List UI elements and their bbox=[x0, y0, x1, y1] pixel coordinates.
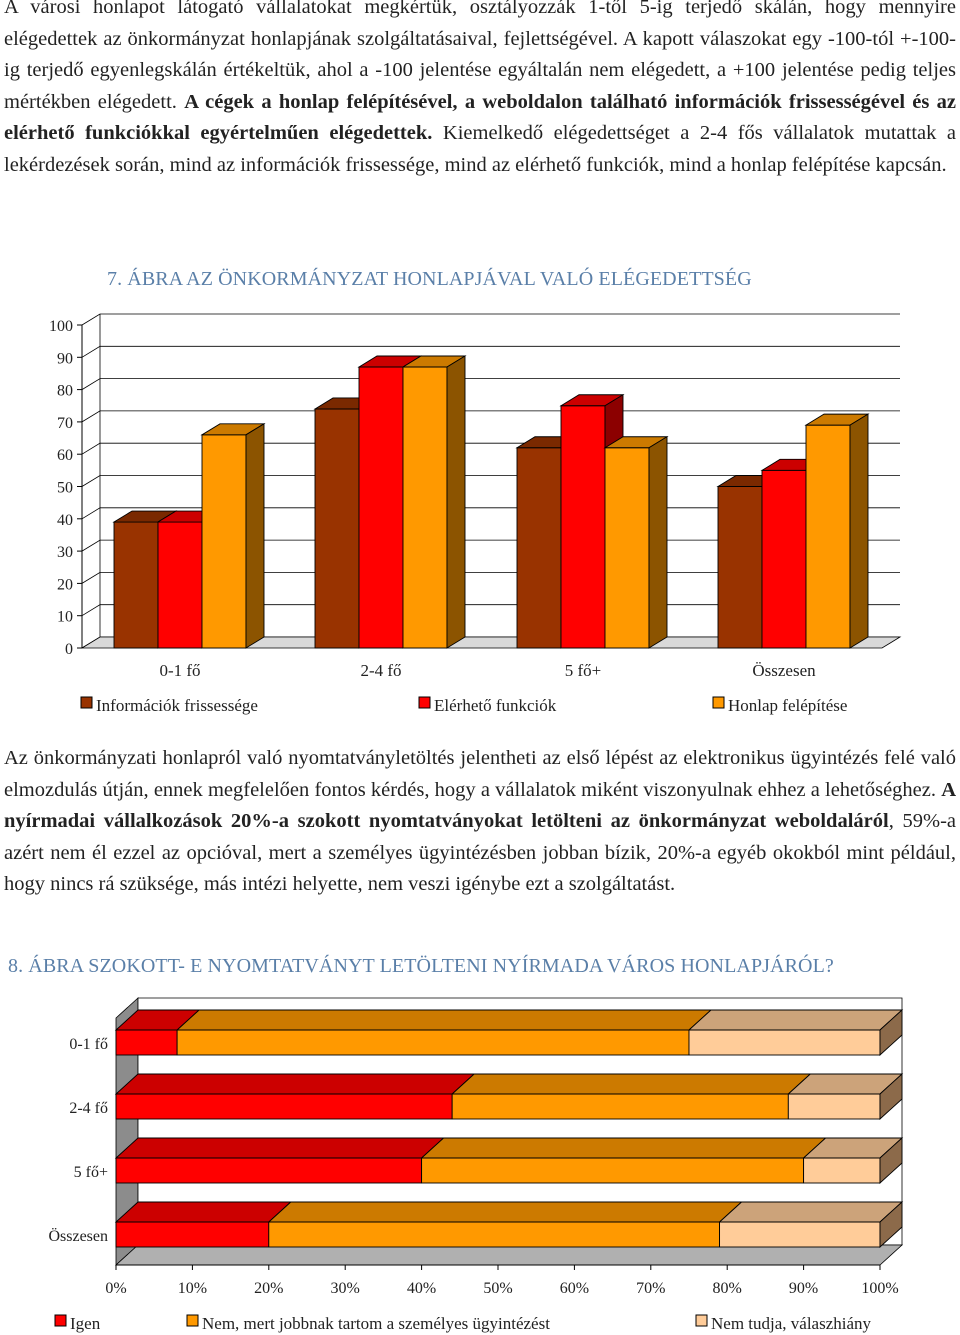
bar-front bbox=[717, 486, 763, 649]
y-tick-label: 70 bbox=[57, 415, 73, 432]
bar-segment bbox=[719, 1221, 881, 1248]
y-tick-label: 5 fő+ bbox=[74, 1164, 108, 1181]
bar-segment bbox=[688, 1029, 881, 1056]
y-tick-label: 0-1 fő bbox=[69, 1036, 108, 1053]
bar-segment-top bbox=[114, 1137, 445, 1159]
bar-front bbox=[402, 366, 448, 649]
bar-segment bbox=[115, 1093, 453, 1120]
legend-swatch bbox=[186, 1314, 199, 1327]
bar-side bbox=[648, 435, 668, 649]
paragraph-rest: , 59%-a azért nem él ezzel az opcióval, … bbox=[4, 810, 956, 895]
x-tick-label: 70% bbox=[636, 1280, 665, 1297]
paragraph-intro: A városi honlapot látogató vállalatokat … bbox=[4, 0, 956, 113]
bar-segment-top bbox=[114, 1073, 476, 1095]
bar-side bbox=[849, 413, 869, 649]
legend-label: Honlap felépítése bbox=[728, 696, 847, 715]
figure8-title: 8. ÁBRA SZOKOTT- E NYOMTATVÁNYT LETÖLTEN… bbox=[8, 955, 834, 977]
x-tick-label: 60% bbox=[560, 1280, 589, 1297]
paragraph-bold: A nyírmadai vállalkozások 20%-a szokott … bbox=[4, 778, 956, 833]
paragraph-download: Az önkormányzati honlapról való nyomtatv… bbox=[4, 743, 956, 901]
x-tick-label: 20% bbox=[254, 1280, 283, 1297]
y-tick-label: Összesen bbox=[48, 1227, 108, 1245]
bar-end bbox=[879, 1008, 903, 1057]
bar-segment-top bbox=[267, 1201, 743, 1223]
bar-front bbox=[560, 405, 606, 649]
x-tick-label: 10% bbox=[178, 1280, 207, 1297]
figure7-title: 7. ÁBRA AZ ÖNKORMÁNYZAT HONLAPJÁVAL VALÓ… bbox=[107, 268, 752, 290]
bar-front bbox=[157, 521, 203, 649]
figure7-chart: 0 10 20 30 40 50 60 70 80 90 100 0-1 fő 2-4 fő 5 fő+ Ö… bbox=[49, 313, 902, 715]
bar-front bbox=[201, 434, 247, 649]
legend-swatch bbox=[54, 1314, 67, 1327]
bar-segment bbox=[115, 1221, 270, 1248]
legend-swatch bbox=[418, 696, 431, 709]
bar-segment bbox=[268, 1221, 721, 1248]
bar-front bbox=[113, 521, 159, 649]
bar-segment-top bbox=[114, 1201, 292, 1223]
legend-swatch bbox=[712, 696, 725, 709]
y-tick-label: 30 bbox=[57, 544, 73, 561]
y-tick-label: 80 bbox=[57, 383, 73, 400]
x-tick-label: 40% bbox=[407, 1280, 436, 1297]
legend-label: Igen bbox=[70, 1314, 101, 1333]
bar-end bbox=[879, 1072, 903, 1121]
bar-segment bbox=[115, 1029, 178, 1056]
bar-front bbox=[604, 447, 650, 649]
bar-segment-top bbox=[175, 1009, 713, 1031]
legend-label: Nem tudja, válaszhiány bbox=[711, 1314, 872, 1333]
legend-swatch bbox=[80, 696, 93, 709]
y-tick-label: 0 bbox=[65, 641, 73, 658]
x-tick-label: 30% bbox=[331, 1280, 360, 1297]
bar-segment bbox=[803, 1157, 881, 1184]
legend-label: Elérhető funkciók bbox=[434, 696, 557, 715]
bar-end bbox=[879, 1136, 903, 1185]
x-tick-label: Összesen bbox=[752, 661, 816, 680]
bar-segment-top bbox=[450, 1073, 812, 1095]
bar-end bbox=[879, 1200, 903, 1249]
bar-segment-top bbox=[687, 1009, 904, 1031]
x-tick-label: 50% bbox=[483, 1280, 512, 1297]
y-tick-label: 90 bbox=[57, 350, 73, 367]
x-tick-label: 100% bbox=[861, 1280, 898, 1297]
bar-front bbox=[805, 424, 851, 649]
chart-floor bbox=[114, 1244, 904, 1266]
y-tick-label: 20 bbox=[57, 576, 73, 593]
paragraph-intro: Az önkormányzati honlapról való nyomtatv… bbox=[4, 747, 956, 801]
bar-side bbox=[446, 355, 466, 649]
bar-segment-top bbox=[420, 1137, 827, 1159]
legend-swatch bbox=[695, 1314, 708, 1327]
paragraph-satisfaction: A városi honlapot látogató vállalatokat … bbox=[4, 0, 956, 181]
bar-side bbox=[245, 423, 265, 649]
paragraph-bold: A cégek a honlap felépítésével, a webold… bbox=[4, 90, 957, 145]
bar-front bbox=[314, 408, 360, 649]
bar-front bbox=[358, 366, 404, 649]
y-tick-label: 100 bbox=[49, 318, 73, 335]
paragraph-rest: Kiemelkedő elégedettséget a 2-4 fős váll… bbox=[4, 122, 957, 176]
x-tick-label: 90% bbox=[789, 1280, 818, 1297]
bar-front bbox=[761, 469, 807, 649]
x-tick-label: 2-4 fő bbox=[360, 661, 401, 680]
bar-segment bbox=[451, 1093, 789, 1120]
legend-label: Nem, mert jobbnak tartom a személyes ügy… bbox=[202, 1314, 550, 1333]
y-tick-label: 2-4 fő bbox=[69, 1100, 108, 1117]
bar-segment bbox=[176, 1029, 690, 1056]
bar-segment bbox=[787, 1093, 881, 1120]
legend-label: Információk frissessége bbox=[96, 696, 258, 715]
y-tick-label: 50 bbox=[57, 480, 73, 497]
y-tick-label: 40 bbox=[57, 512, 73, 529]
bar-segment bbox=[115, 1157, 423, 1184]
bar-segment-top bbox=[718, 1201, 904, 1223]
y-tick-label: 60 bbox=[57, 447, 73, 464]
y-tick-label: 10 bbox=[57, 609, 73, 626]
x-tick-label: 80% bbox=[713, 1280, 742, 1297]
x-tick-label: 5 fő+ bbox=[565, 661, 602, 680]
x-tick-label: 0% bbox=[105, 1280, 126, 1297]
x-tick-label: 0-1 fő bbox=[159, 661, 200, 680]
bar-segment bbox=[421, 1157, 805, 1184]
